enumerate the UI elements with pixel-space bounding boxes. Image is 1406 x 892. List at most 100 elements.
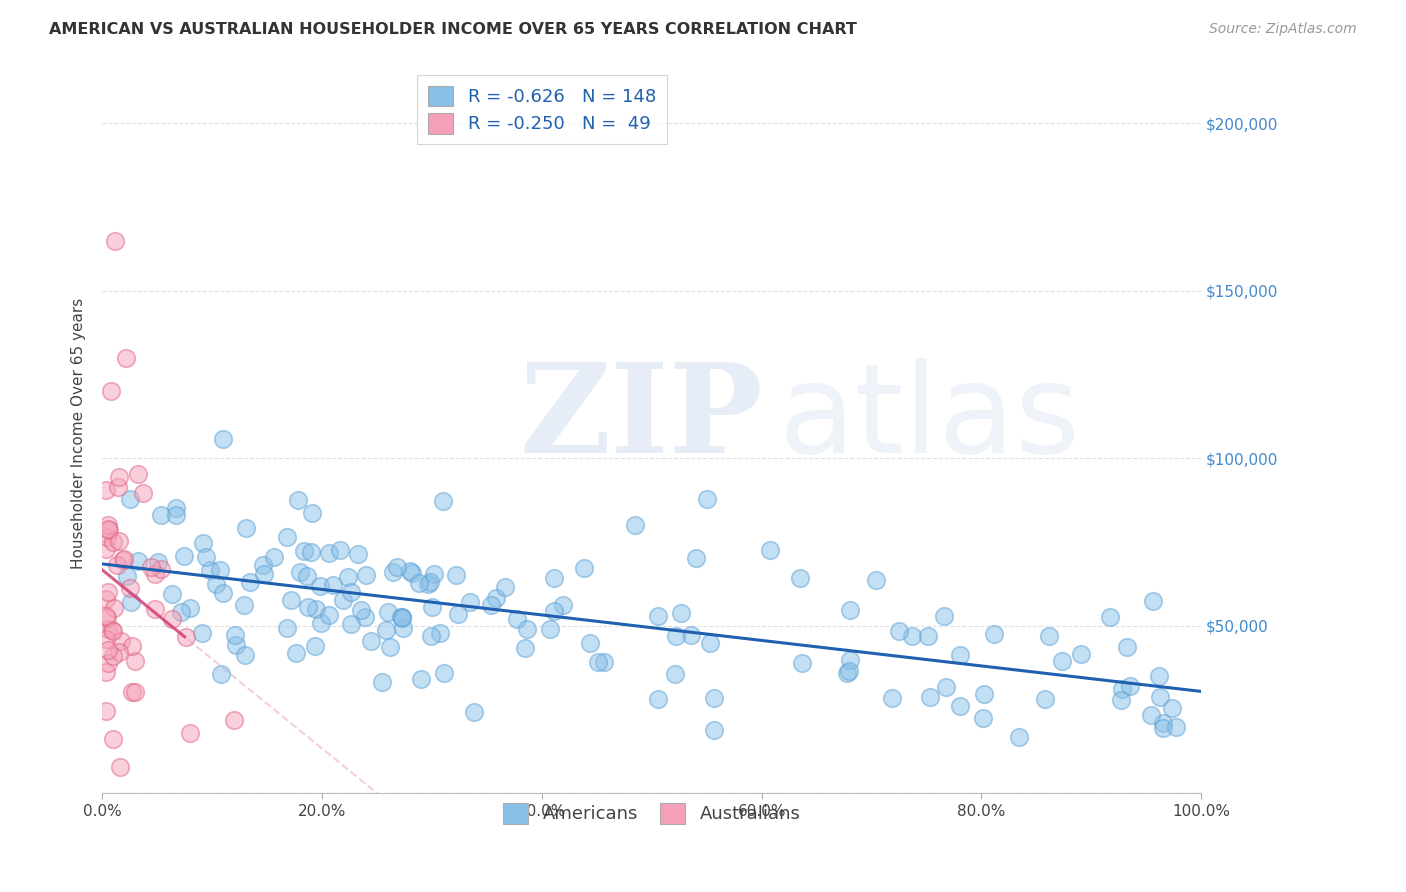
- Point: [1149, 669, 1171, 683]
- Point: [347, 547, 370, 561]
- Point: [318, 546, 340, 560]
- Point: [104, 234, 127, 248]
- Text: AMERICAN VS AUSTRALIAN HOUSEHOLDER INCOME OVER 65 YEARS CORRELATION CHART: AMERICAN VS AUSTRALIAN HOUSEHOLDER INCOM…: [49, 22, 858, 37]
- Point: [107, 534, 129, 549]
- Point: [292, 543, 315, 558]
- Point: [235, 648, 257, 662]
- Point: [288, 565, 311, 579]
- Legend: Americans, Australians: Americans, Australians: [492, 792, 811, 835]
- Point: [165, 501, 187, 516]
- Point: [375, 623, 398, 637]
- Point: [983, 627, 1005, 641]
- Point: [96, 704, 118, 718]
- Point: [1149, 690, 1171, 704]
- Point: [377, 605, 399, 619]
- Point: [285, 646, 308, 660]
- Point: [356, 567, 378, 582]
- Point: [179, 726, 201, 740]
- Point: [97, 523, 120, 537]
- Point: [433, 666, 456, 681]
- Point: [371, 674, 394, 689]
- Point: [118, 581, 141, 595]
- Point: [115, 569, 138, 583]
- Point: [447, 607, 470, 621]
- Point: [1152, 715, 1174, 730]
- Point: [96, 622, 118, 636]
- Point: [1038, 629, 1060, 643]
- Point: [647, 692, 669, 706]
- Point: [309, 615, 332, 630]
- Point: [194, 549, 217, 564]
- Point: [380, 640, 402, 654]
- Point: [212, 433, 235, 447]
- Text: atlas: atlas: [778, 359, 1080, 479]
- Point: [419, 574, 441, 589]
- Point: [479, 599, 502, 613]
- Point: [108, 645, 131, 659]
- Point: [97, 517, 120, 532]
- Point: [420, 629, 443, 643]
- Point: [276, 531, 298, 545]
- Point: [1164, 720, 1187, 734]
- Point: [94, 542, 117, 557]
- Point: [103, 534, 125, 549]
- Point: [143, 602, 166, 616]
- Point: [420, 600, 443, 615]
- Point: [224, 628, 246, 642]
- Point: [423, 567, 446, 582]
- Point: [107, 480, 129, 494]
- Point: [588, 655, 610, 669]
- Point: [96, 611, 118, 625]
- Point: [225, 638, 247, 652]
- Point: [696, 491, 718, 506]
- Point: [389, 609, 412, 624]
- Point: [160, 586, 183, 600]
- Point: [205, 576, 228, 591]
- Point: [124, 654, 146, 668]
- Point: [179, 600, 201, 615]
- Point: [948, 698, 970, 713]
- Point: [1142, 594, 1164, 608]
- Point: [132, 486, 155, 500]
- Point: [360, 633, 382, 648]
- Point: [107, 470, 129, 484]
- Point: [838, 664, 860, 678]
- Point: [100, 384, 122, 399]
- Point: [664, 666, 686, 681]
- Point: [385, 560, 408, 574]
- Point: [169, 605, 191, 619]
- Text: ZIP: ZIP: [520, 359, 763, 479]
- Point: [1008, 730, 1031, 744]
- Point: [920, 690, 942, 705]
- Point: [1033, 692, 1056, 706]
- Point: [340, 585, 363, 599]
- Point: [411, 672, 433, 686]
- Point: [538, 622, 561, 636]
- Point: [337, 570, 360, 584]
- Point: [513, 640, 536, 655]
- Point: [880, 691, 903, 706]
- Point: [900, 629, 922, 643]
- Point: [97, 585, 120, 599]
- Point: [143, 566, 166, 581]
- Point: [1152, 721, 1174, 735]
- Point: [1161, 701, 1184, 715]
- Point: [263, 549, 285, 564]
- Point: [103, 649, 125, 664]
- Point: [173, 549, 195, 563]
- Point: [239, 574, 262, 589]
- Point: [305, 602, 328, 616]
- Point: [973, 688, 995, 702]
- Point: [401, 566, 423, 580]
- Point: [485, 591, 508, 605]
- Point: [399, 564, 422, 578]
- Point: [837, 665, 859, 680]
- Point: [121, 640, 143, 654]
- Point: [233, 598, 256, 612]
- Point: [322, 578, 344, 592]
- Point: [94, 592, 117, 607]
- Point: [789, 570, 811, 584]
- Point: [624, 518, 647, 533]
- Point: [516, 622, 538, 636]
- Point: [297, 599, 319, 614]
